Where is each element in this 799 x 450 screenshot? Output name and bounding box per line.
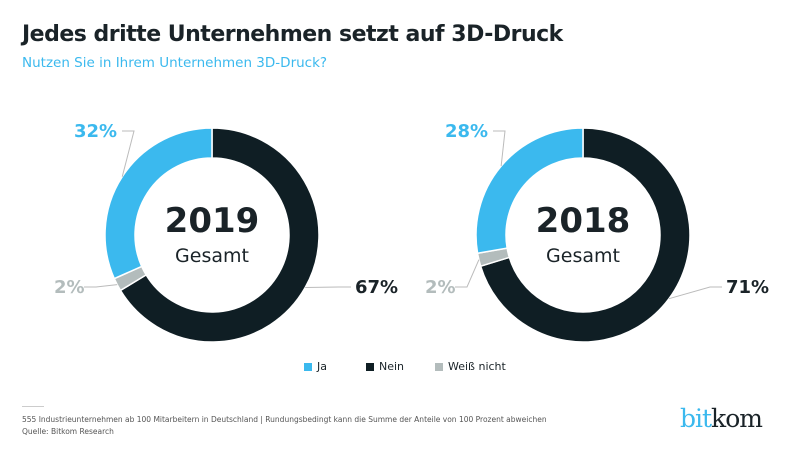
data-label: 28% — [445, 121, 488, 142]
legend-label: Ja — [317, 360, 327, 373]
legend-swatch — [435, 362, 443, 371]
chart-subtitle: Nutzen Sie in Ihrem Unternehmen 3D-Druck… — [22, 55, 328, 71]
leader-line — [305, 286, 351, 289]
center-sublabel: Gesamt — [546, 245, 620, 267]
center-sublabel: Gesamt — [175, 245, 249, 267]
data-label: 2% — [425, 277, 456, 298]
leader-line — [668, 286, 722, 300]
data-label: 2% — [54, 277, 85, 298]
donut-segment-nein — [479, 127, 691, 343]
legend-label: Nein — [379, 360, 405, 373]
logo-part: kom — [711, 404, 763, 433]
source: Quelle: Bitkom Research — [22, 427, 114, 436]
leader-line — [455, 259, 480, 288]
legend-swatch — [304, 362, 312, 371]
data-label: 32% — [74, 121, 117, 142]
data-label: 71% — [726, 277, 769, 298]
footnote: 555 Industrieunternehmen ab 100 Mitarbei… — [22, 415, 547, 424]
leader-line — [493, 130, 506, 167]
donut-segment-ja — [104, 127, 213, 280]
footer-divider — [22, 406, 44, 407]
bitkom-logo: bitkom — [680, 404, 763, 433]
leader-line — [121, 130, 135, 177]
center-year: 2018 — [536, 201, 631, 241]
data-label: 67% — [355, 277, 398, 298]
legend-item-weiss-nicht: Weiß nicht — [435, 360, 506, 373]
logo-part: bit — [680, 404, 712, 433]
chart-title: Jedes dritte Unternehmen setzt auf 3D-Dr… — [22, 22, 563, 47]
donut-segment-nein — [119, 127, 320, 343]
donut-segment-ja — [475, 127, 584, 255]
center-year: 2019 — [165, 201, 260, 241]
legend-item-nein: Nein — [366, 360, 404, 373]
legend-label: Weiß nicht — [448, 360, 506, 373]
leader-line — [84, 284, 118, 288]
legend-item-ja: Ja — [304, 360, 327, 373]
legend-swatch — [366, 362, 374, 371]
